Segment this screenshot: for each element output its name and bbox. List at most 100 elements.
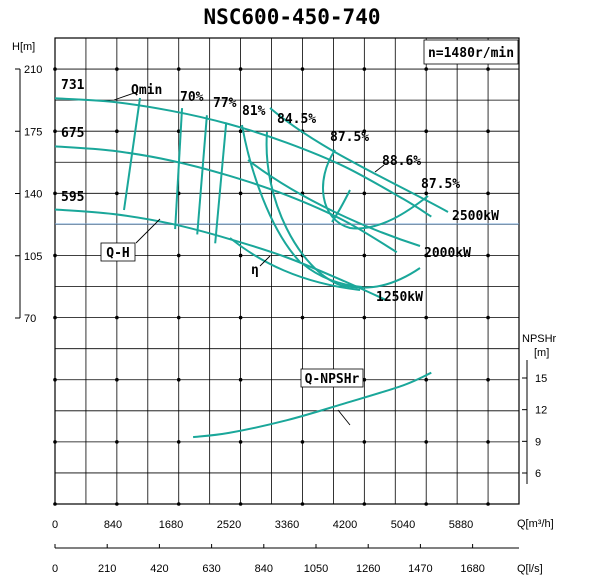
eff-label-81: 81% — [242, 104, 266, 119]
grid-dot — [115, 440, 119, 444]
x-tick-label: 2520 — [217, 519, 241, 531]
grid-dot — [176, 502, 181, 506]
eta-contour-88-6 — [322, 149, 429, 230]
grid-dot — [115, 377, 119, 382]
grid-dot — [424, 502, 429, 506]
grid-dot — [238, 377, 243, 382]
power-2500 — [269, 107, 449, 213]
qh-curve-731 — [54, 97, 432, 218]
grid-dot — [362, 502, 367, 506]
x2-axis-label: Q[l/s] — [517, 563, 543, 575]
eta-contour-inner-line — [331, 189, 351, 223]
grid-dot — [362, 67, 367, 71]
grid-dot — [238, 67, 243, 71]
x-tick-label: 3360 — [275, 519, 299, 531]
x-tick-label: 5040 — [391, 519, 415, 531]
dia-label-595: 595 — [61, 190, 84, 205]
grid-dot — [300, 502, 305, 506]
qh-curve-595 — [54, 208, 387, 302]
eff-label-70: 70% — [180, 90, 204, 105]
grid-dot — [238, 253, 243, 258]
grid-dot — [424, 129, 429, 133]
grid-dot — [53, 315, 57, 320]
head-tick-label: 70 — [24, 313, 36, 325]
contours — [229, 107, 449, 291]
grid-dot — [53, 129, 57, 133]
x-tick-label: 840 — [104, 519, 122, 531]
grid-dot — [424, 253, 429, 258]
grid-dot — [176, 440, 181, 444]
grid-dot — [176, 377, 181, 382]
npsh-tick-label: 6 — [535, 468, 541, 480]
grid-dot — [362, 191, 367, 196]
x2-tick-label: 1470 — [408, 563, 432, 575]
power-2000 — [247, 159, 421, 247]
grid-dot — [300, 440, 305, 444]
grid-dot — [486, 377, 490, 382]
grid-dot — [300, 67, 305, 71]
eta-curve — [302, 263, 363, 288]
grid-dot — [424, 440, 429, 444]
x2-tick-label: 0 — [52, 563, 58, 575]
speed-label-box — [423, 39, 519, 65]
grid-dot — [115, 502, 119, 506]
grid-dot — [238, 191, 243, 196]
grid-dot — [238, 440, 243, 444]
dia-label-675: 675 — [61, 126, 84, 141]
x-axis-m3h: 0 840 1680 2520 3360 4200 5040 5880 — [52, 519, 473, 531]
npsh-label: Q-NPSHr — [305, 372, 360, 387]
leaders — [113, 91, 385, 426]
grid-dot — [486, 440, 490, 444]
grid-dot — [362, 253, 367, 258]
plot-frame — [54, 37, 520, 505]
eta-label: η — [251, 263, 259, 278]
qh-label: Q-H — [106, 246, 129, 261]
npsh-axis: 15 12 9 6 — [522, 360, 547, 484]
grid-dot — [238, 502, 243, 506]
grid-dot — [486, 129, 490, 133]
curves — [54, 97, 432, 439]
power-label-2000: 2000kW — [424, 246, 471, 261]
grid-dot — [486, 253, 490, 258]
grid-dot — [53, 440, 57, 444]
grid-dot — [176, 315, 181, 320]
x-axis-ls: 0 210 420 630 840 1050 1260 1470 1680 — [52, 544, 519, 575]
grid-dot — [486, 502, 490, 506]
npsh-tick-label: 9 — [535, 436, 541, 448]
eff-label-87-5-b: 87.5% — [421, 177, 460, 192]
x2-tick-label: 420 — [150, 563, 168, 575]
x-axis-label: Q[m³/h] — [517, 518, 554, 530]
x2-tick-label: 630 — [202, 563, 220, 575]
chart-title: NSC600-450-740 — [203, 5, 380, 29]
grid — [53, 37, 520, 506]
x2-tick-label: 1260 — [356, 563, 380, 575]
grid-dot — [486, 67, 490, 71]
grid-dot — [115, 191, 119, 196]
eff-label-88-6: 88.6% — [382, 154, 421, 169]
x-tick-label: 4200 — [333, 519, 357, 531]
npsh-axis-label: NPSHr — [522, 333, 557, 345]
x-tick-label: 5880 — [449, 519, 473, 531]
head-tick-label: 175 — [24, 126, 42, 138]
eff-line-77 — [196, 115, 208, 235]
x2-tick-label: 1680 — [460, 563, 484, 575]
grid-dot — [424, 67, 429, 71]
grid-dot — [115, 129, 119, 133]
head-tick-label: 210 — [24, 64, 42, 76]
qh-curve-675 — [54, 145, 398, 254]
head-tick-label: 140 — [24, 189, 42, 201]
npsh-axis-unit: [m] — [534, 347, 549, 359]
grid-dot — [176, 67, 181, 71]
eff-label-87-5-a: 87.5% — [330, 130, 369, 145]
power-1250 — [229, 237, 361, 291]
npsh-tick-label: 12 — [535, 405, 547, 417]
grid-dot — [53, 67, 57, 71]
x2-tick-label: 210 — [98, 563, 116, 575]
eff-line-70 — [174, 108, 184, 230]
grid-dot — [238, 315, 243, 320]
grid-dot — [362, 129, 367, 133]
grid-dot — [115, 315, 119, 320]
eta-contour-84-5 — [241, 124, 301, 263]
grid-dot — [362, 315, 367, 320]
